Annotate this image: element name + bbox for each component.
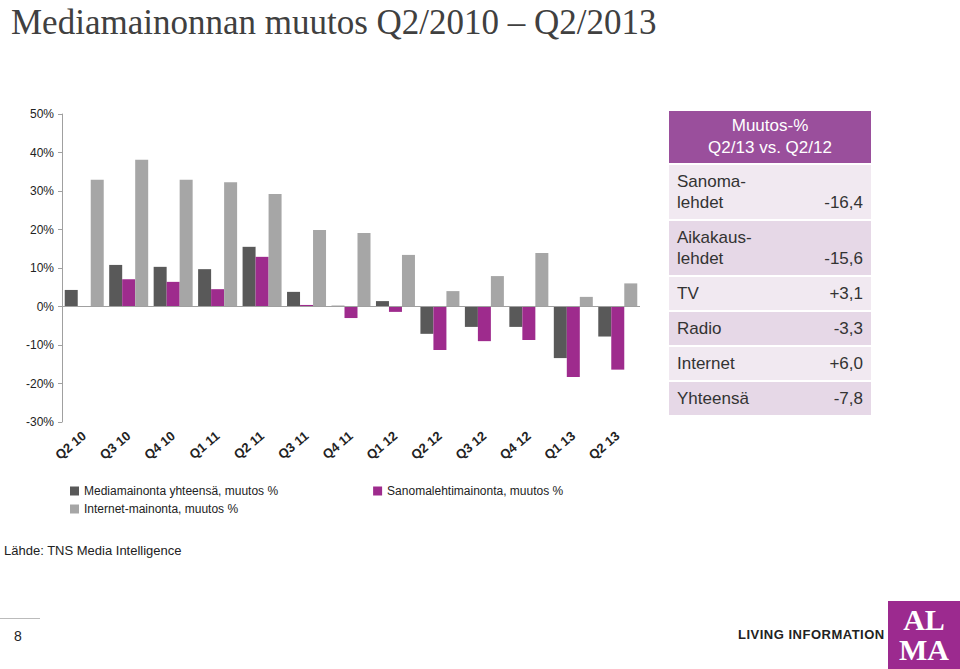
html-text:8: 8 <box>14 628 22 644</box>
svg-text:Q1 12: Q1 12 <box>364 428 401 462</box>
svg-text:20%: 20% <box>30 223 54 237</box>
svg-text:30%: 30% <box>30 184 54 198</box>
html-text:-7,8: -7,8 <box>833 389 863 408</box>
svg-text:-10%: -10% <box>26 338 54 352</box>
svg-text:Mediamainonta yhteensä, muutos: Mediamainonta yhteensä, muutos % <box>84 484 278 498</box>
html-text:-3,3: -3,3 <box>833 319 863 338</box>
svg-text:-20%: -20% <box>26 377 54 391</box>
html-text:Muutos-%: Muutos-% <box>731 116 809 135</box>
svg-text:Q3 10: Q3 10 <box>97 428 134 462</box>
svg-text:0%: 0% <box>37 300 55 314</box>
svg-text:-30%: -30% <box>26 415 54 429</box>
html-text:+3,1: +3,1 <box>829 284 863 303</box>
html-text:MA: MA <box>899 633 949 666</box>
html-text:LIVING INFORMATION: LIVING INFORMATION <box>738 627 885 642</box>
html-text:Internet: Internet <box>677 354 735 373</box>
svg-text:Q2 12: Q2 12 <box>408 428 445 462</box>
html-text:AL: AL <box>903 603 945 636</box>
svg-text:Q2 10: Q2 10 <box>52 428 89 462</box>
html-text:Radio: Radio <box>677 319 722 338</box>
html-text:Aikakaus- lehdet: Aikakaus- lehdet <box>677 228 752 268</box>
svg-text:Q1 11: Q1 11 <box>186 428 222 462</box>
svg-text:50%: 50% <box>30 107 54 121</box>
html-text:Yhteensä: Yhteensä <box>677 389 749 408</box>
html-text:+6,0: +6,0 <box>829 354 863 373</box>
svg-text:Q3 11: Q3 11 <box>275 428 311 462</box>
html-text:-15,6: -15,6 <box>824 249 863 268</box>
svg-text:Q1 13: Q1 13 <box>541 428 578 462</box>
svg-text:Q4 11: Q4 11 <box>320 428 356 462</box>
svg-text:Q2 13: Q2 13 <box>586 428 623 462</box>
svg-text:Mediamainonnan muutos Q2/2010: Mediamainonnan muutos Q2/2010 – Q2/2013 <box>11 3 657 42</box>
html-text:Lähde: TNS Media Intelligence: Lähde: TNS Media Intelligence <box>4 543 182 558</box>
svg-text:Q2 11: Q2 11 <box>231 428 267 462</box>
svg-text:Sanomalehtimainonta, muutos %: Sanomalehtimainonta, muutos % <box>387 484 563 498</box>
html-text:-16,4: -16,4 <box>824 193 863 212</box>
svg-text:Internet-mainonta, muutos %: Internet-mainonta, muutos % <box>84 502 238 516</box>
svg-text:10%: 10% <box>30 261 54 275</box>
html-text:TV: TV <box>677 284 699 303</box>
svg-text:40%: 40% <box>30 146 54 160</box>
svg-text:Q4 12: Q4 12 <box>497 428 534 462</box>
svg-text:Q4 10: Q4 10 <box>141 428 178 462</box>
html-text:Sanoma- lehdet: Sanoma- lehdet <box>677 172 746 212</box>
html-text:Q2/13 vs. Q2/12: Q2/13 vs. Q2/12 <box>708 138 832 157</box>
svg-text:Q3 12: Q3 12 <box>452 428 489 462</box>
